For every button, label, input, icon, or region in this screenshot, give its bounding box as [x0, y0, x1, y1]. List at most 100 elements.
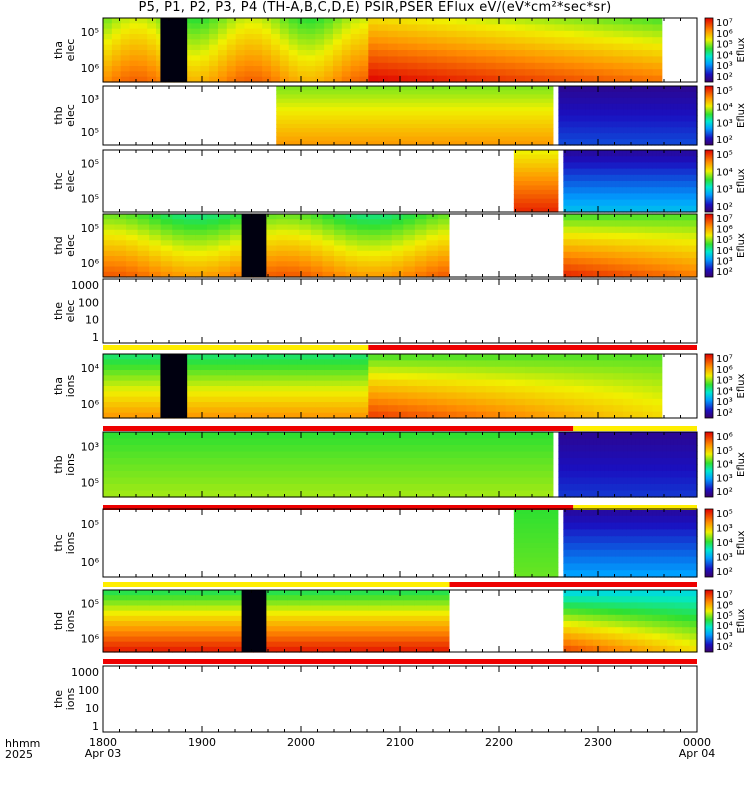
spectrogram-cell: [345, 266, 358, 273]
spectrogram-cell: [562, 458, 567, 466]
spectrogram-cell: [495, 354, 507, 361]
spectrogram-cell: [682, 205, 687, 213]
spectrogram-cell: [650, 471, 656, 479]
spectrogram-cell: [297, 60, 308, 67]
spectrogram-cell: [534, 18, 546, 25]
spectrogram-cell: [253, 44, 263, 51]
spectrogram-cell: [593, 24, 605, 32]
spectrogram-cell: [350, 34, 361, 40]
spectrogram-cell: [656, 199, 661, 207]
spectrogram-cell: [667, 639, 676, 647]
spectrogram-cell: [674, 239, 683, 247]
spectrogram-cell: [645, 232, 654, 240]
spectrogram-cell: [359, 60, 369, 67]
spectrogram-cell: [485, 30, 497, 38]
spectrogram-cell: [322, 590, 335, 596]
spectrogram-cell: [341, 370, 352, 376]
spectrogram-cell: [643, 109, 648, 117]
spectrogram-cell: [149, 261, 162, 268]
spectrogram-cell: [279, 391, 290, 398]
spectrogram-cell: [160, 600, 173, 607]
spectrogram-cell: [693, 458, 698, 466]
spectrogram-cell: [544, 24, 556, 32]
spectrogram-cell: [129, 359, 139, 366]
spectrogram-cell: [570, 245, 579, 253]
spectrogram-cell: [622, 264, 631, 272]
spectrogram-cell: [646, 86, 652, 93]
spectrogram-cell: [120, 391, 131, 398]
spectrogram-cell: [244, 402, 254, 408]
spectrogram-cell: [564, 56, 575, 64]
spectrogram-cell: [612, 477, 617, 485]
spectrogram-cell: [616, 471, 621, 479]
spectrogram-cell: [111, 55, 122, 62]
spectrogram-cell: [380, 636, 393, 643]
spectrogram-cell: [693, 205, 698, 213]
spectrogram-cell: [583, 18, 595, 25]
spectrogram-cell: [544, 43, 556, 51]
spectrogram-cell: [623, 24, 634, 32]
spectrogram-cell: [596, 458, 602, 466]
spectrogram-cell: [262, 71, 272, 78]
spectrogram-cell: [615, 645, 624, 653]
spectrogram-cell: [147, 34, 157, 40]
spectrogram-cell: [129, 412, 139, 419]
spectrogram-cell: [350, 359, 361, 366]
spectrogram-cell: [368, 24, 379, 32]
spectrogram-cell: [345, 641, 358, 648]
spectrogram-cell: [578, 187, 583, 194]
spectrogram-cell: [544, 373, 556, 381]
spectrogram-cell: [667, 162, 672, 170]
spectrogram-cell: [662, 133, 667, 140]
spectrogram-cell: [306, 402, 316, 408]
spectrogram-cell: [235, 34, 246, 40]
spectrogram-cell: [645, 621, 654, 628]
spectrogram-cell: [350, 76, 361, 83]
spectrogram-cell: [585, 193, 590, 201]
spectrogram-cell: [427, 30, 438, 38]
spectrogram-cell: [414, 605, 427, 612]
spectrogram-cell: [670, 103, 675, 111]
spectrogram-cell: [513, 176, 559, 182]
spectrogram-cell: [407, 366, 418, 374]
spectrogram-cell: [566, 97, 571, 105]
spectrogram-cell: [607, 181, 613, 188]
spectrogram-cell: [147, 44, 157, 51]
spectrogram-cell: [681, 432, 687, 440]
spectrogram-cell: [414, 626, 427, 632]
spectrogram-cell: [276, 229, 289, 236]
spectrogram-cell: [600, 464, 606, 472]
spectrogram-cell: [476, 405, 487, 413]
spectrogram-cell: [658, 133, 663, 140]
spectrogram-cell: [578, 270, 587, 278]
spectrogram-cell: [632, 18, 644, 25]
spectrogram-cell: [172, 261, 185, 268]
spectrogram-cell: [126, 224, 139, 231]
spectrogram-cell: [656, 181, 661, 188]
spectrogram-cell: [570, 187, 576, 194]
spectrogram-cell: [235, 66, 246, 72]
spectrogram-cell: [191, 50, 201, 56]
spectrogram-cell: [643, 133, 648, 140]
spectrogram-cell: [678, 168, 683, 176]
spectrogram-cell: [574, 405, 585, 413]
spectrogram-cell: [264, 605, 277, 612]
spectrogram-cell: [652, 411, 663, 419]
spectrogram-cell: [678, 162, 683, 170]
spectrogram-cell: [414, 615, 427, 622]
spectrogram-cell: [570, 536, 576, 544]
spectrogram-cell: [226, 66, 237, 72]
spectrogram-cell: [334, 590, 347, 596]
spectrogram-cell: [485, 50, 497, 57]
spectrogram-cell: [671, 563, 676, 571]
spectrogram-cell: [417, 354, 428, 361]
colorbar-tick-label: 10⁶: [716, 225, 733, 236]
spectrogram-cell: [632, 386, 644, 393]
spectrogram-cell: [403, 240, 416, 247]
spectrogram-cell: [689, 97, 694, 105]
spectrogram-cell: [604, 127, 610, 134]
spectrogram-cell: [226, 354, 237, 360]
spectrogram-cell: [613, 379, 624, 387]
spectrogram-cell: [276, 250, 289, 257]
spectrogram-cell: [585, 86, 590, 93]
